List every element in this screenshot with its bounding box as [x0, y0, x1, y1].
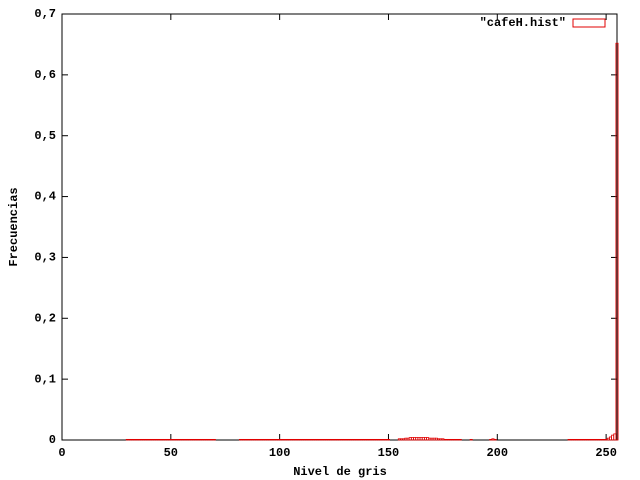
y-tick-label: 0,5	[34, 129, 56, 143]
x-tick-label: 50	[164, 446, 178, 460]
x-tick-label: 100	[269, 446, 291, 460]
y-tick-label: 0	[49, 433, 56, 447]
y-tick-label: 0,2	[34, 311, 56, 325]
bar	[493, 438, 497, 441]
x-tick-label: 250	[595, 446, 617, 460]
y-tick-label: 0,7	[34, 7, 56, 21]
bar	[469, 438, 473, 441]
x-tick-label: 150	[378, 446, 400, 460]
bar	[615, 42, 619, 441]
y-tick-label: 0,3	[34, 251, 56, 265]
x-tick-label: 0	[58, 446, 65, 460]
bar	[386, 438, 390, 441]
bar	[458, 438, 462, 441]
y-tick-label: 0,1	[34, 372, 56, 386]
y-tick-label: 0,4	[34, 190, 56, 204]
y-axis-label: Frecuencias	[7, 187, 21, 266]
x-tick-label: 200	[486, 446, 508, 460]
bar	[212, 438, 216, 441]
legend-swatch	[572, 18, 606, 28]
y-tick-label: 0,6	[34, 68, 56, 82]
legend-label: "cafeH.hist"	[480, 16, 566, 30]
x-axis-label: Nivel de gris	[293, 465, 387, 479]
plot-frame	[61, 13, 618, 441]
